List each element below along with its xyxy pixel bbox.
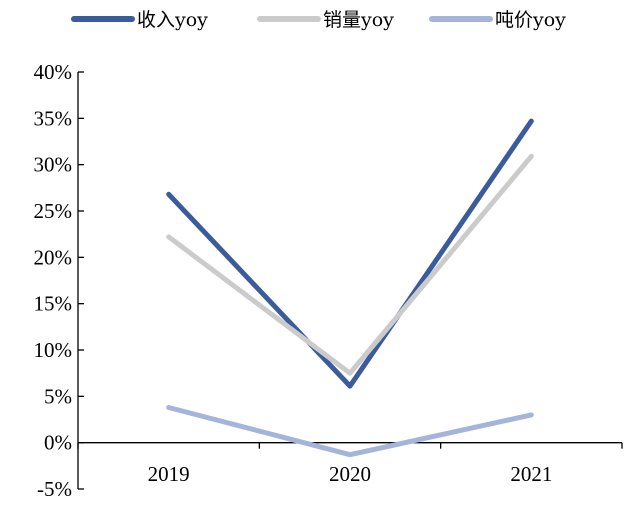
series-line-2	[166, 153, 534, 376]
y-tick-label: 15%	[34, 292, 73, 316]
y-tick-label: 35%	[34, 106, 73, 130]
x-tick-label: 2019	[148, 462, 190, 486]
legend-label-2: 销量yoy	[323, 9, 394, 31]
y-tick-label: -5%	[37, 477, 72, 501]
series-line-3	[166, 405, 534, 458]
x-tick-label: 2020	[329, 462, 371, 486]
legend-label-1: 收入yoy	[137, 9, 208, 31]
legend: 收入yoy 销量yoy 吨价yoy	[71, 9, 566, 31]
series-layer	[166, 118, 534, 458]
y-tick-label: 20%	[34, 245, 73, 269]
legend-label-3: 吨价yoy	[495, 9, 566, 31]
x-tick-label: 2021	[510, 462, 552, 486]
series-line-1	[166, 118, 534, 389]
y-tick-label: 30%	[34, 153, 73, 177]
axes: 40% 35% 30% 25% 20% 15% 10% 5% 0% -5% 2019 2020 2021	[34, 60, 623, 501]
y-tick-label: 5%	[44, 384, 72, 408]
y-tick-label: 40%	[34, 60, 73, 84]
y-tick-label: 25%	[34, 199, 73, 223]
y-tick-label: 10%	[34, 338, 73, 362]
y-tick-label: 0%	[44, 431, 72, 455]
